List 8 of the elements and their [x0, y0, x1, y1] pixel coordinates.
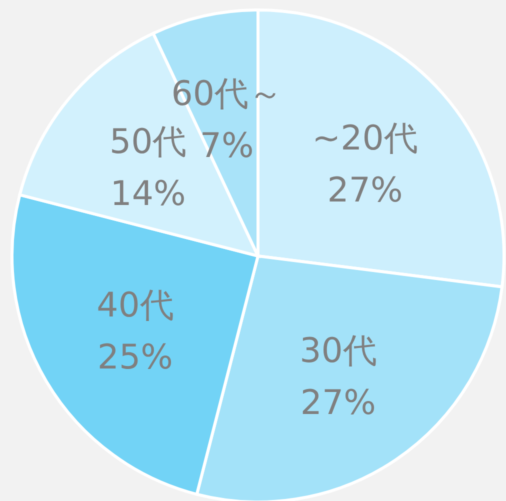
- slice-label: 50代: [109, 122, 187, 162]
- data-label: 14%: [110, 174, 186, 214]
- data-label: 27%: [300, 383, 376, 424]
- slice-label: 30代: [300, 331, 377, 372]
- data-label: 25%: [97, 338, 173, 378]
- slice-label: 40代: [96, 286, 174, 326]
- data-label: 27%: [327, 170, 403, 211]
- slice-label: ~20代: [312, 118, 418, 159]
